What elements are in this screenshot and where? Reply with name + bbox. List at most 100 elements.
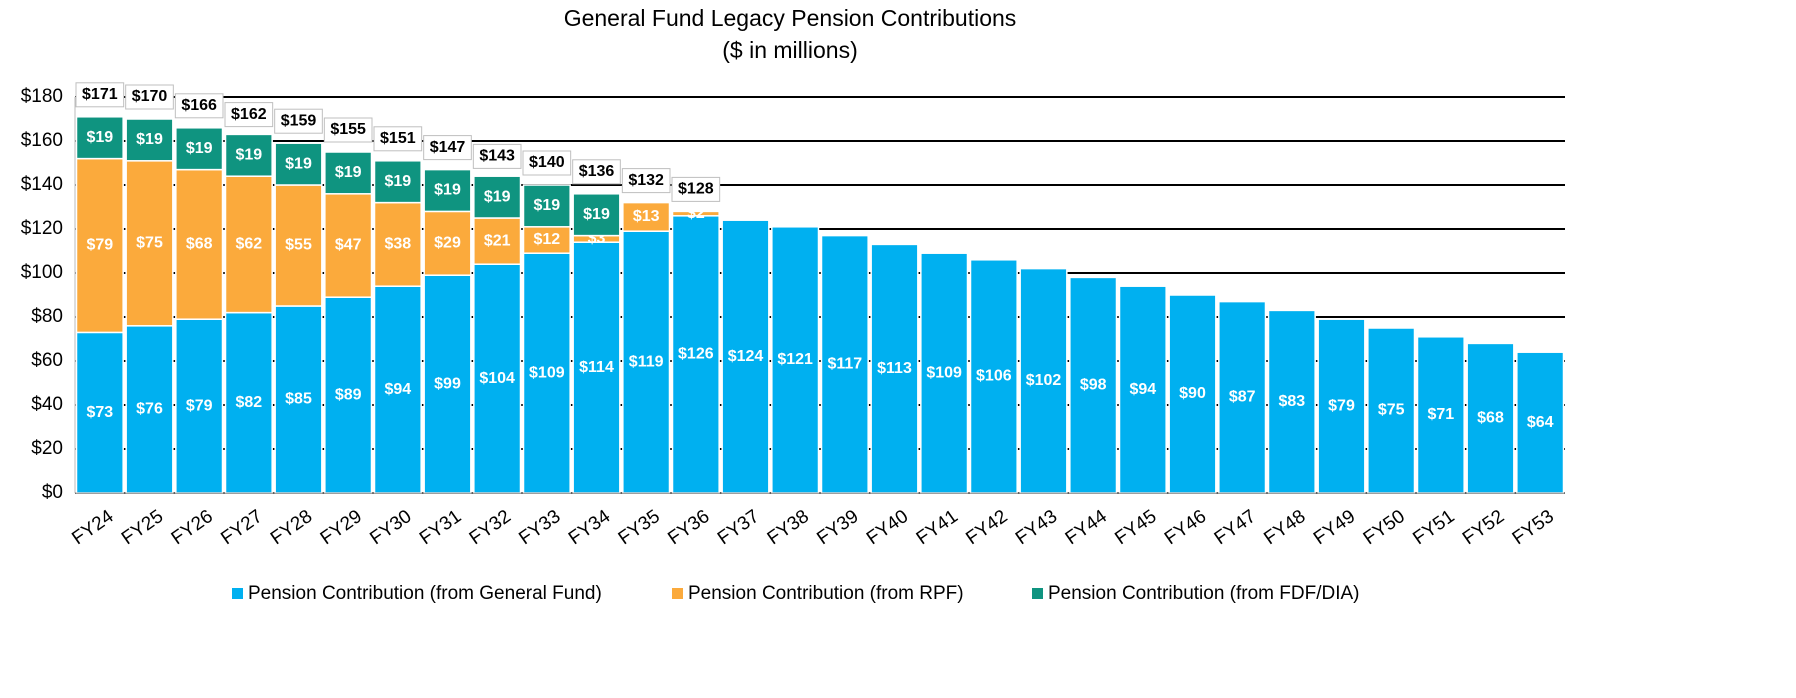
y-tick-label: $140 — [21, 174, 63, 195]
y-tick-label: $160 — [21, 130, 63, 151]
data-label: $13 — [633, 208, 660, 225]
legend-swatch — [672, 588, 683, 599]
total-label-box — [274, 108, 323, 134]
bar-segment — [224, 133, 273, 177]
bar-segment — [671, 215, 720, 494]
x-tick-label: FY52 — [1459, 506, 1508, 549]
legend-item: Pension Contribution (from General Fund) — [232, 583, 602, 604]
data-label: $55 — [285, 237, 312, 254]
x-tick-label: FY42 — [962, 506, 1011, 549]
data-label: $19 — [136, 131, 163, 148]
total-label: $171 — [82, 86, 118, 103]
y-tick-label: $100 — [21, 262, 63, 283]
legend-swatch — [1032, 588, 1043, 599]
bar-segment — [274, 184, 323, 307]
x-tick-label: FY37 — [714, 506, 763, 549]
data-label: $89 — [335, 386, 362, 403]
x-tick-label: FY33 — [515, 506, 564, 549]
bar-segment — [671, 210, 720, 217]
data-label: $64 — [1527, 414, 1554, 431]
data-label: $102 — [1026, 372, 1062, 389]
data-label: $19 — [434, 182, 461, 199]
x-tick-label: FY27 — [217, 506, 266, 549]
data-label: $90 — [1179, 385, 1206, 402]
total-label: $143 — [479, 148, 515, 165]
chart-title: General Fund Legacy Pension Contribution… — [564, 5, 1017, 31]
x-tick-label: FY44 — [1062, 506, 1112, 549]
data-label: $99 — [434, 375, 461, 392]
x-tick-label: FY40 — [863, 506, 912, 549]
total-label: $159 — [281, 112, 317, 129]
bar-segment — [423, 168, 472, 213]
data-label: $73 — [86, 404, 113, 421]
y-tick-label: $40 — [31, 394, 63, 415]
total-label: $136 — [579, 163, 615, 180]
data-label: $68 — [1477, 409, 1504, 426]
data-label: $29 — [434, 235, 461, 252]
total-label-box — [125, 84, 174, 110]
total-label-box — [423, 135, 472, 161]
data-label: $19 — [186, 140, 213, 157]
legend-label: Pension Contribution (from General Fund) — [248, 583, 602, 604]
x-tick-label: FY46 — [1161, 506, 1210, 549]
data-label: $79 — [1328, 397, 1355, 414]
data-label: $12 — [533, 231, 560, 248]
x-tick-label: FY28 — [267, 506, 316, 549]
x-tick-label: FY32 — [466, 506, 515, 549]
total-label: $162 — [231, 106, 267, 123]
data-label: $87 — [1229, 389, 1256, 406]
total-label: $132 — [628, 172, 664, 189]
data-label: $62 — [235, 236, 262, 253]
x-tick-label: FY49 — [1310, 506, 1359, 549]
data-label: $104 — [479, 370, 515, 387]
data-label: $98 — [1080, 376, 1107, 393]
bar-segment — [1069, 276, 1118, 494]
data-label: $19 — [533, 197, 560, 214]
data-label: $82 — [235, 394, 262, 411]
data-label: $19 — [484, 188, 511, 205]
x-tick-label: FY43 — [1012, 506, 1061, 549]
y-tick-label: $120 — [21, 218, 63, 239]
x-tick-label: FY45 — [1111, 506, 1160, 549]
data-label: $94 — [1129, 381, 1156, 398]
data-label: $19 — [583, 206, 610, 223]
x-tick-label: FY31 — [416, 506, 465, 549]
bar-segment — [721, 219, 770, 494]
total-label-box — [75, 82, 125, 108]
total-label-box — [671, 176, 721, 202]
bar-segment — [324, 193, 373, 298]
total-label: $166 — [181, 97, 217, 114]
bar-segment — [473, 175, 522, 219]
x-tick-label: FY41 — [913, 506, 962, 549]
data-label: $114 — [579, 359, 614, 376]
bar-segment — [175, 168, 224, 320]
total-label-box — [522, 150, 572, 176]
legend-label: Pension Contribution (from FDF/DIA) — [1048, 583, 1360, 604]
bar-segment — [1367, 327, 1416, 494]
y-tick-label: $20 — [31, 438, 63, 459]
data-label: $85 — [285, 391, 312, 408]
data-label: $19 — [86, 129, 113, 146]
total-label-box — [323, 117, 373, 143]
x-tick-label: FY50 — [1360, 506, 1409, 549]
bar-segment — [473, 217, 522, 265]
data-label: $119 — [629, 353, 664, 370]
total-label-box — [373, 126, 423, 152]
bar-segment — [324, 151, 373, 195]
bar-segment — [75, 116, 124, 160]
total-label: $140 — [529, 154, 565, 171]
bar-segment — [125, 118, 174, 162]
total-label-box — [621, 168, 671, 194]
bar-segment — [820, 234, 869, 494]
total-label-box — [472, 143, 522, 169]
bar-segment — [423, 274, 472, 494]
total-label-box — [572, 159, 621, 185]
total-label: $128 — [678, 181, 714, 198]
data-label: $109 — [529, 364, 565, 381]
data-label: $68 — [186, 236, 213, 253]
bar-segment — [473, 263, 522, 494]
bar-segment — [1267, 309, 1316, 494]
bar-segment — [75, 157, 124, 334]
x-tick-label: FY29 — [317, 506, 366, 549]
